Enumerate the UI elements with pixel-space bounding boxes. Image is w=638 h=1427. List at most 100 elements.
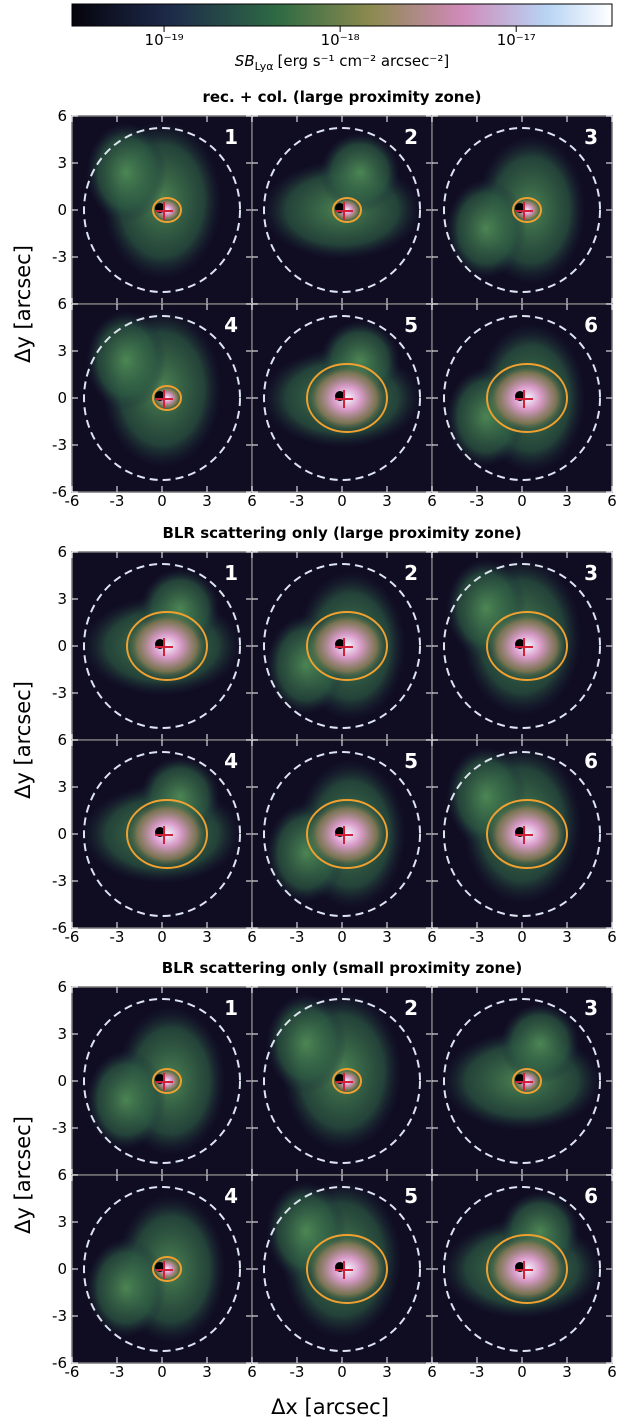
y-tick-label: 3 — [57, 1213, 67, 1231]
map-panel: 5 — [251, 739, 433, 929]
contour — [83, 751, 241, 917]
y-tick-label: 6 — [57, 731, 67, 749]
contour — [443, 1186, 601, 1352]
colorbar — [71, 3, 613, 27]
panel-number: 4 — [224, 1184, 238, 1208]
colorbar-tick-label: 10⁻¹⁹ — [145, 31, 184, 49]
x-tick-label: -3 — [470, 928, 485, 946]
panel-number: 4 — [224, 313, 238, 337]
emission-region — [86, 1237, 166, 1338]
map-panel: 1 — [71, 551, 253, 741]
y-tick-label: 3 — [57, 1025, 67, 1043]
peak-marker — [335, 638, 353, 656]
y-tick-label: 0 — [57, 389, 67, 407]
colorbar-tick-label: 10⁻¹⁸ — [321, 31, 360, 49]
x-tick-label: 3 — [562, 928, 572, 946]
contour — [83, 563, 241, 729]
peak-marker — [515, 202, 533, 220]
x-tick-label: 3 — [382, 492, 392, 510]
x-tick-label: 0 — [337, 492, 347, 510]
x-tick-label: 3 — [562, 492, 572, 510]
y-tick-label: -6 — [52, 483, 67, 501]
peak-marker — [515, 1261, 533, 1279]
y-tick-label: 6 — [57, 543, 67, 561]
x-tick-label: 0 — [157, 492, 167, 510]
x-tick-label: 3 — [382, 1363, 392, 1381]
x-tick-label: 3 — [202, 928, 212, 946]
x-tick-label: 0 — [337, 1363, 347, 1381]
panel-number: 3 — [584, 561, 598, 585]
y-tick-label: 3 — [57, 154, 67, 172]
y-axis-label: Δy [arcsec] — [11, 245, 35, 363]
map-panel: 4 — [71, 1174, 253, 1364]
y-tick-label: 0 — [57, 1072, 67, 1090]
x-tick-label: 3 — [202, 492, 212, 510]
y-tick-label: -3 — [52, 436, 67, 454]
contour — [443, 751, 601, 917]
contour — [263, 751, 421, 917]
x-tick-label: 0 — [337, 928, 347, 946]
map-panel: 6 — [431, 1174, 613, 1364]
contour — [263, 998, 421, 1164]
panel-number: 6 — [584, 1184, 598, 1208]
y-tick-label: -3 — [52, 872, 67, 890]
panel-number: 5 — [404, 313, 418, 337]
x-tick-label: 3 — [202, 1363, 212, 1381]
contour — [263, 315, 421, 481]
colorbar-tick-label: 10⁻¹⁷ — [497, 31, 536, 49]
peak-marker — [335, 826, 353, 844]
panel-number: 1 — [224, 125, 238, 149]
panel-number: 5 — [404, 1184, 418, 1208]
peak-marker — [335, 390, 353, 408]
peak-marker — [515, 1073, 533, 1091]
x-tick-label: -3 — [470, 1363, 485, 1381]
map-panel: 2 — [251, 115, 433, 305]
peak-marker — [335, 1261, 353, 1279]
x-tick-label: -3 — [110, 1363, 125, 1381]
peak-marker — [515, 638, 533, 656]
x-tick-label: -6 — [65, 928, 80, 946]
panel-number: 4 — [224, 749, 238, 773]
panel-number: 3 — [584, 996, 598, 1020]
y-tick-label: -6 — [52, 1354, 67, 1372]
map-panel: 1 — [71, 986, 253, 1176]
x-tick-label: -3 — [470, 492, 485, 510]
x-tick-label: -6 — [65, 492, 80, 510]
contour — [83, 1186, 241, 1352]
map-panel: 3 — [431, 115, 613, 305]
panel-number: 1 — [224, 996, 238, 1020]
contour — [263, 127, 421, 293]
y-tick-label: 3 — [57, 342, 67, 360]
peak-marker — [335, 1073, 353, 1091]
map-panel: 4 — [71, 739, 253, 929]
panel-number: 2 — [404, 125, 418, 149]
x-tick-label: -6 — [65, 1363, 80, 1381]
x-tick-label: 6 — [247, 1363, 257, 1381]
map-panel: 5 — [251, 1174, 433, 1364]
y-axis-label: Δy [arcsec] — [11, 681, 35, 799]
peak-marker — [155, 826, 173, 844]
map-panel: 6 — [431, 303, 613, 493]
peak-marker — [515, 826, 533, 844]
x-tick-label: 0 — [157, 1363, 167, 1381]
peak-marker — [155, 638, 173, 656]
panel-number: 5 — [404, 749, 418, 773]
x-tick-label: -3 — [110, 492, 125, 510]
contour — [83, 998, 241, 1164]
peak-marker — [155, 202, 173, 220]
y-tick-label: -6 — [52, 919, 67, 937]
emission-region — [446, 178, 526, 279]
x-tick-label: 6 — [427, 1363, 437, 1381]
peak-marker — [335, 202, 353, 220]
x-tick-label: 3 — [562, 1363, 572, 1381]
panel-number: 6 — [584, 313, 598, 337]
y-tick-label: -3 — [52, 684, 67, 702]
x-tick-label: -3 — [290, 928, 305, 946]
map-panel: 3 — [431, 551, 613, 741]
x-axis-label: Δx [arcsec] — [271, 1395, 389, 1419]
y-tick-label: 3 — [57, 590, 67, 608]
x-tick-label: 3 — [382, 928, 392, 946]
x-tick-label: 6 — [427, 492, 437, 510]
map-panel: 2 — [251, 986, 433, 1176]
x-tick-label: 0 — [517, 492, 527, 510]
